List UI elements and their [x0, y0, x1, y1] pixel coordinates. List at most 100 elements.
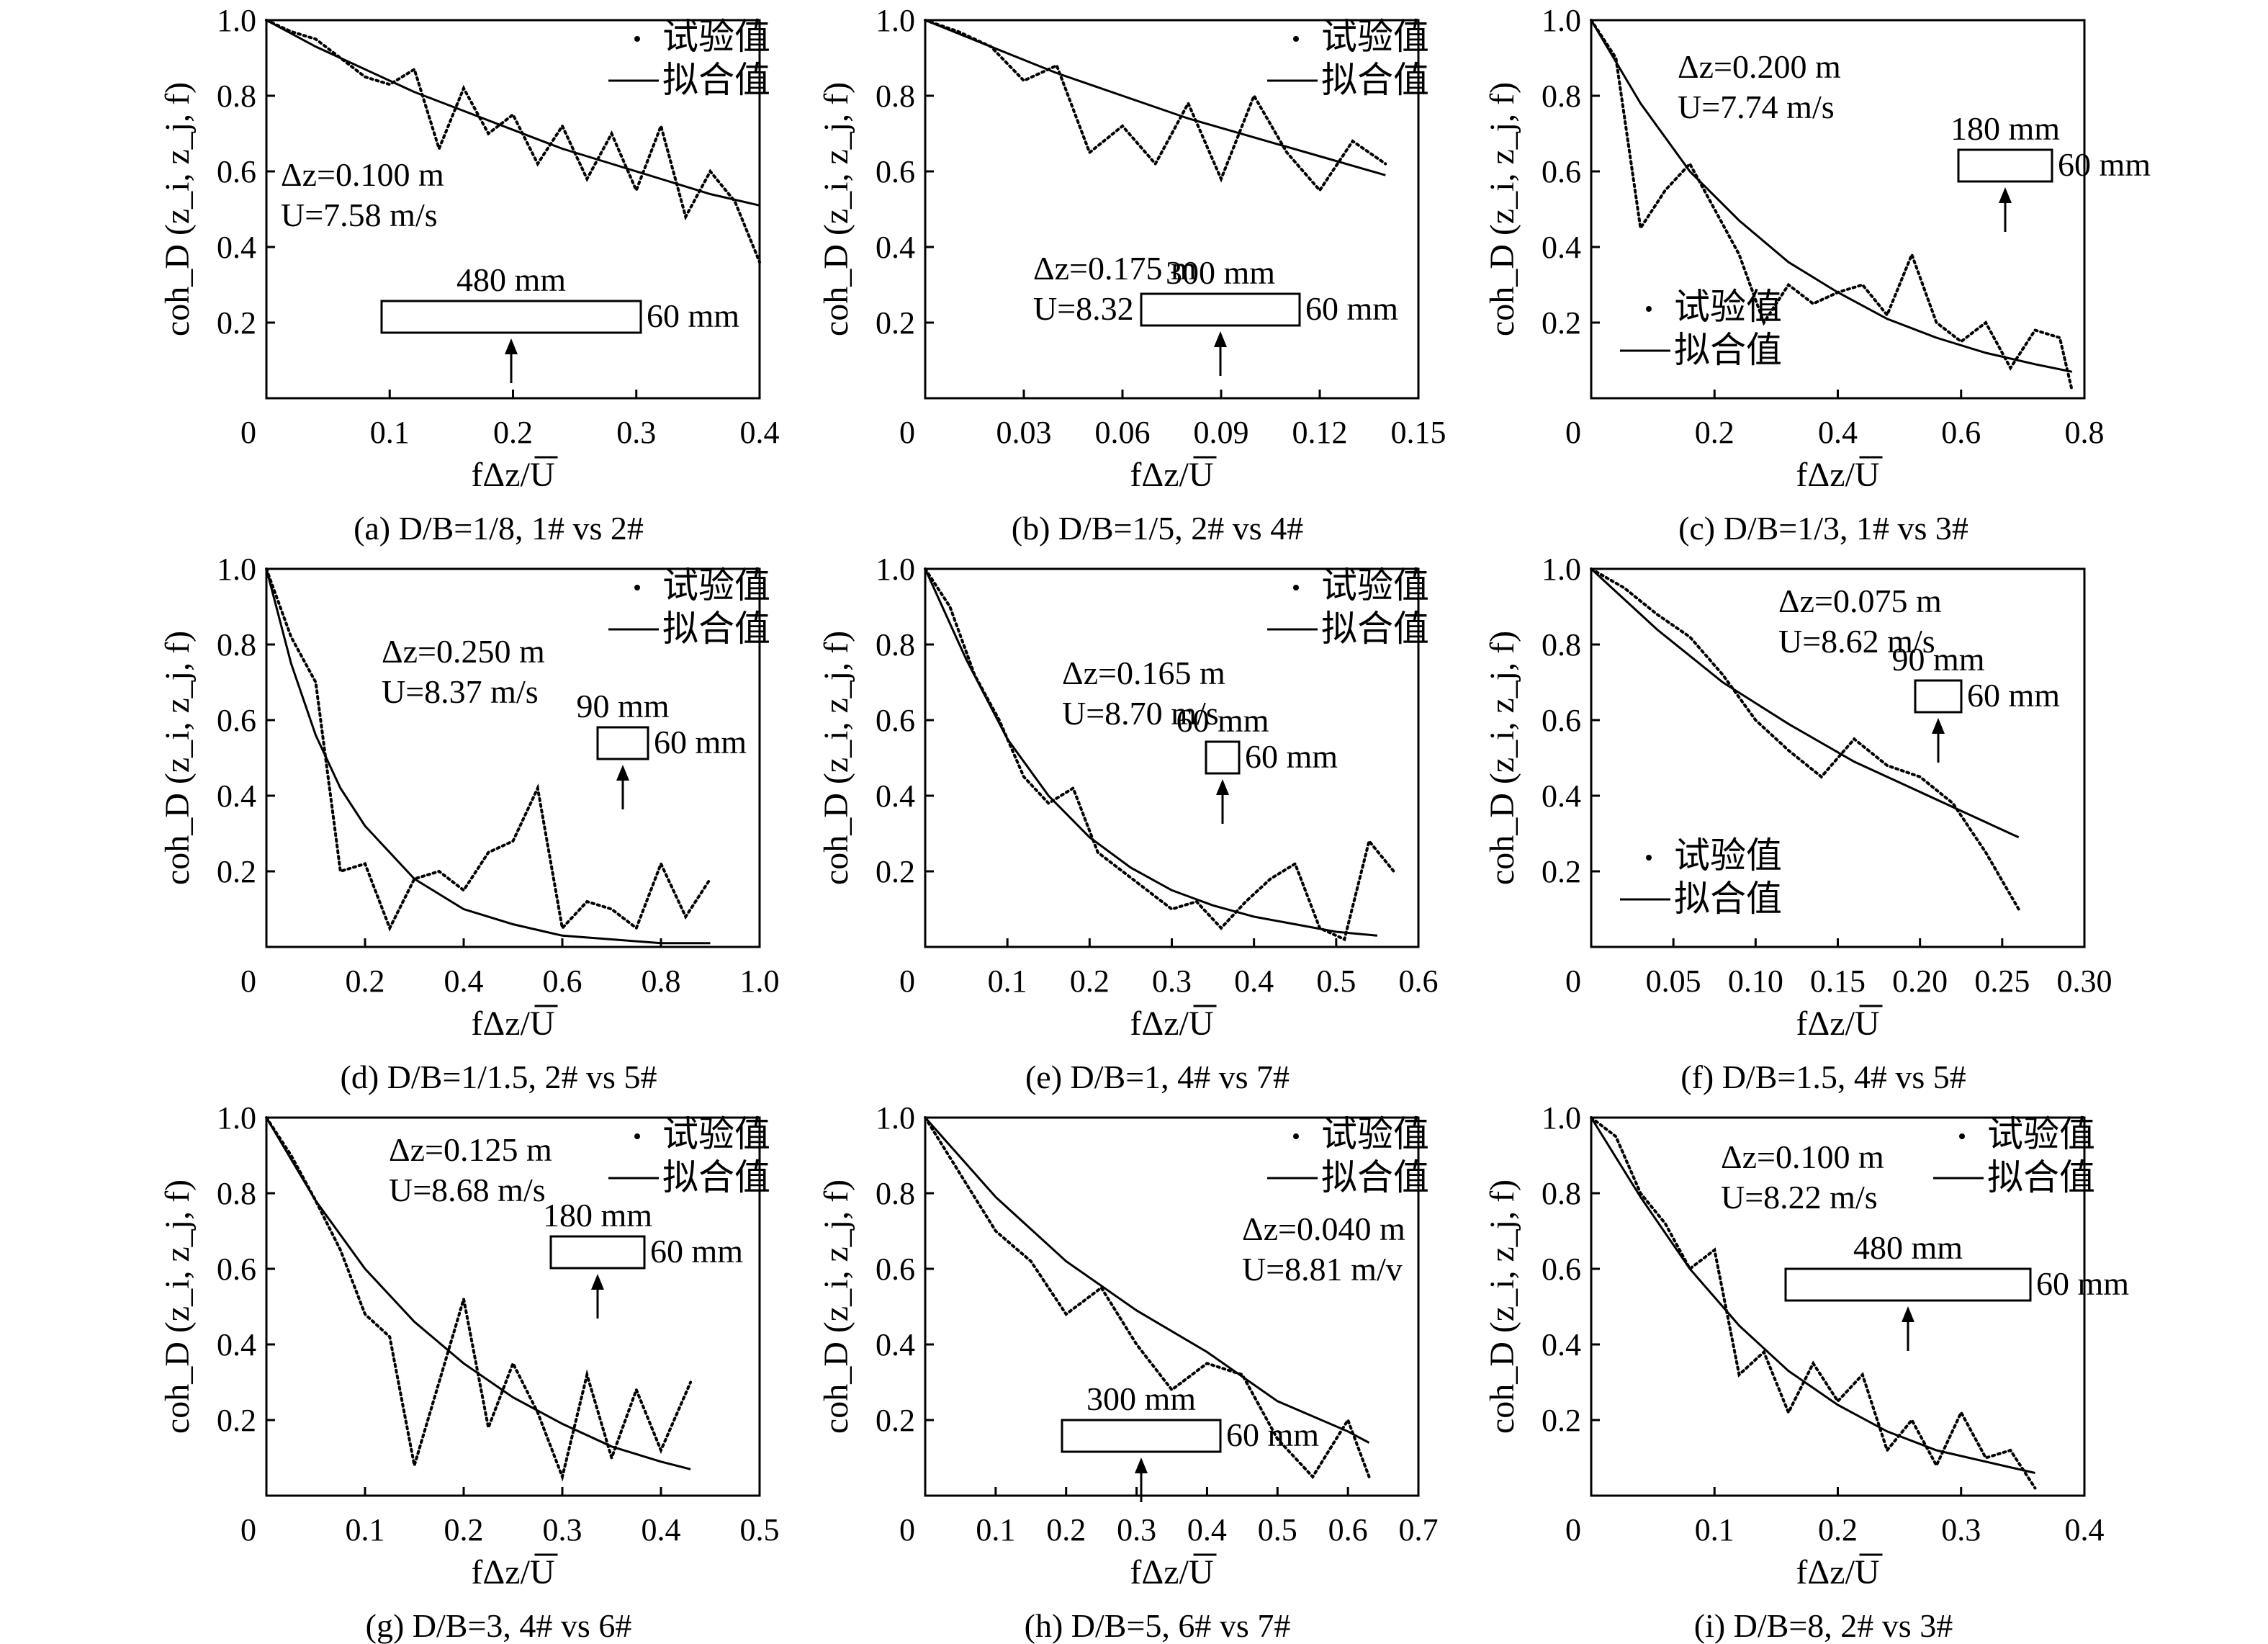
plot-frame — [265, 1116, 761, 1497]
section-width-label: 480 mm — [456, 261, 566, 298]
legend-test-label: 试验值 — [1674, 835, 1782, 876]
x-tick-label: 0.15 — [1391, 415, 1446, 450]
y-tick-label: 1.0 — [217, 1100, 256, 1136]
x-tick-label: 0 — [899, 1512, 915, 1548]
y-axis-label: coh_D (z_i, z_j, f) — [817, 1180, 855, 1434]
series-test-line — [1590, 1116, 2037, 1490]
wind-arrow-head — [1216, 779, 1229, 795]
x-tick-label: 0 — [899, 415, 915, 450]
section-height-label: 60 mm — [1967, 677, 2060, 714]
section-width-label: 480 mm — [1853, 1229, 1963, 1266]
x-tick-label: 0.6 — [1399, 964, 1439, 999]
y-tick-label: 0.4 — [1542, 1327, 1581, 1362]
annotation-u: U=8.70 m/s — [1062, 695, 1219, 732]
y-tick-label: 0.6 — [876, 1252, 915, 1287]
y-tick-label: 0.2 — [876, 854, 915, 889]
section-rect — [1957, 148, 2053, 183]
x-tick-label: 0 — [1565, 964, 1581, 999]
x-tick-label: 0 — [1565, 1512, 1581, 1548]
y-tick-label: 0.8 — [217, 78, 256, 114]
y-axis-label: coh_D (z_i, z_j, f) — [158, 82, 197, 336]
section-width-label: 90 mm — [1891, 641, 1984, 678]
plot-frame — [924, 1116, 1420, 1497]
x-tick-label: 0.12 — [1292, 415, 1348, 450]
panel-caption: (f) D/B=1.5, 4# vs 5# — [1680, 1059, 1966, 1095]
panel-caption: (i) D/B=8, 2# vs 3# — [1694, 1607, 1953, 1644]
y-tick-label: 0.2 — [876, 305, 915, 341]
section-height-label: 60 mm — [1245, 738, 1338, 775]
x-tick-label: 0.4 — [642, 1512, 681, 1548]
legend-test-label: 试验值 — [1674, 287, 1782, 327]
annotation-u: U=7.58 m/s — [281, 197, 438, 233]
annotation-u: U=8.68 m/s — [389, 1172, 546, 1208]
section-width-label: 180 mm — [543, 1197, 652, 1234]
series-fit-line — [1590, 1117, 2035, 1474]
x-axis-label: fΔz/U — [471, 456, 554, 494]
panel-caption: (b) D/B=1/5, 2# vs 4# — [1012, 510, 1303, 547]
y-tick-label: 0.2 — [217, 305, 256, 341]
legend-test-marker — [634, 36, 640, 42]
y-tick-label: 0.6 — [217, 703, 256, 738]
legend-test-label: 试验值 — [1321, 17, 1429, 57]
legend-test-label: 试验值 — [662, 565, 770, 606]
legend-fit-label: 拟合值 — [662, 60, 770, 100]
section-rect — [549, 1235, 646, 1270]
legend-test-marker — [1646, 855, 1652, 861]
section-height-label: 60 mm — [647, 297, 739, 334]
panel-caption: (h) D/B=5, 6# vs 7# — [1025, 1607, 1291, 1644]
y-tick-label: 1.0 — [1542, 1100, 1581, 1136]
x-tick-label: 0.3 — [1941, 1512, 1981, 1548]
cross-section: 60 mm 300 mm — [1061, 1380, 1319, 1502]
x-tick-label: 0 — [240, 1512, 256, 1548]
series-test-line — [1590, 567, 2020, 911]
x-tick-label: 0.8 — [2065, 415, 2105, 450]
y-tick-label: 1.0 — [217, 3, 256, 38]
section-rect — [380, 300, 642, 334]
x-tick-label: 0.2 — [346, 964, 385, 999]
y-tick-label: 1.0 — [876, 3, 915, 38]
section-height-label: 60 mm — [2036, 1265, 2129, 1302]
wind-arrow-head — [505, 338, 518, 354]
legend-test-marker — [634, 585, 640, 590]
panel-caption: (c) D/B=1/3, 1# vs 3# — [1678, 510, 1968, 547]
x-tick-label: 0.30 — [2057, 964, 2112, 999]
series-test-line — [924, 1116, 1371, 1480]
x-tick-label: 0 — [899, 964, 915, 999]
x-tick-label: 0 — [240, 415, 256, 450]
panel-b: 0.2 0.4 0.6 0.8 1.0 0 0.03 0.06 0.09 0.12 0.15 fΔz/… — [817, 3, 1446, 547]
y-tick-label: 0.8 — [876, 1176, 915, 1211]
panel-h: 0.2 0.4 0.6 0.8 1.0 0 0.1 0.2 0.3 0.4 0.5 0.6 0.7 fΔz… — [817, 1100, 1439, 1644]
legend-fit-label: 拟合值 — [1321, 1157, 1429, 1198]
x-axis-label: fΔz/U — [1130, 1005, 1213, 1043]
y-tick-label: 0.4 — [876, 1327, 915, 1362]
wind-arrow-head — [1214, 331, 1227, 347]
y-tick-label: 0.2 — [217, 1403, 256, 1438]
x-tick-label: 0.20 — [1892, 964, 1948, 999]
y-tick-label: 0.8 — [876, 627, 915, 662]
x-axis-label: fΔz/U — [1796, 1005, 1879, 1043]
series-fit-line — [265, 568, 711, 945]
section-rect — [1205, 740, 1241, 775]
legend-test-marker — [1293, 1133, 1299, 1139]
annotation-dz: Δz=0.165 m — [1062, 655, 1225, 691]
legend-fit-label: 拟合值 — [1321, 608, 1429, 649]
plot-frame — [924, 19, 1420, 400]
x-tick-label: 0.4 — [740, 415, 780, 450]
cross-section: 60 mm 480 mm — [380, 261, 739, 383]
y-axis-label: coh_D (z_i, z_j, f) — [158, 1180, 197, 1434]
wind-arrow-head — [1902, 1306, 1914, 1322]
series-fit-line — [1590, 19, 2073, 373]
wind-arrow-head — [1999, 187, 2012, 203]
x-tick-label: 0.05 — [1646, 964, 1701, 999]
legend-fit-label: 拟合值 — [1987, 1157, 2095, 1198]
x-tick-label: 0.1 — [1695, 1512, 1734, 1548]
x-tick-label: 0.4 — [2065, 1512, 2105, 1548]
section-rect — [1140, 292, 1301, 327]
y-tick-label: 0.4 — [217, 1327, 256, 1362]
panel-d: 0.2 0.4 0.6 0.8 1.0 0 0.2 0.4 0.6 0.8 1.0 fΔz/U coh_… — [158, 552, 780, 1095]
x-axis-label: fΔz/U — [1796, 456, 1879, 494]
section-rect — [1784, 1267, 2032, 1302]
